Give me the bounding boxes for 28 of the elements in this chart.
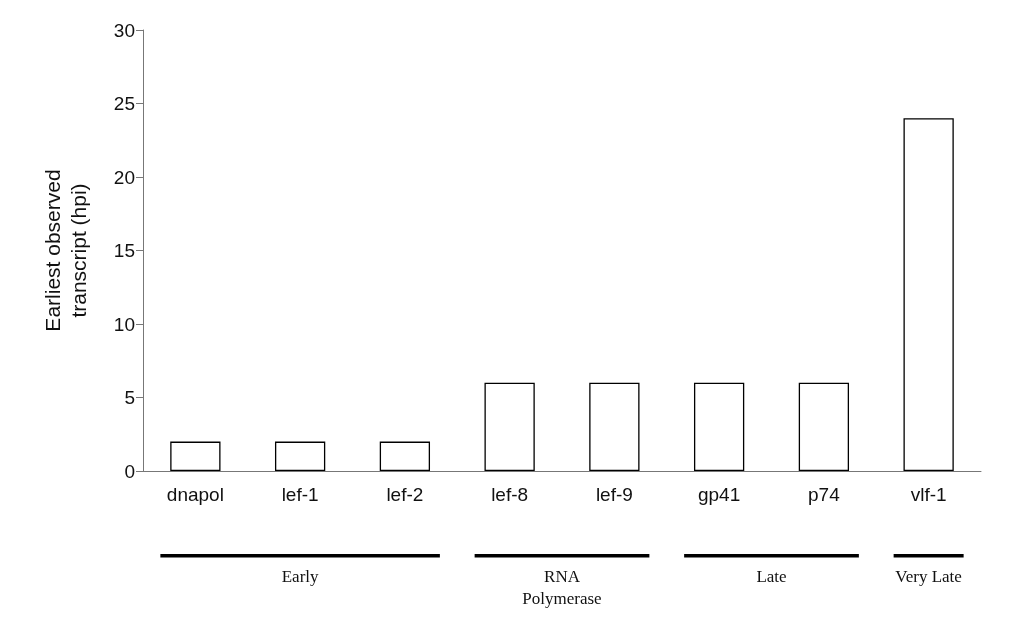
- x-tick-label: gp41: [697, 484, 741, 505]
- bar: [798, 382, 850, 471]
- y-tick-label: 5: [124, 387, 135, 408]
- text: Very Late: [895, 566, 962, 586]
- y-tick-label: 15: [113, 240, 135, 261]
- text: RNA Polymerase: [522, 566, 602, 608]
- y-tick-label: 0: [124, 460, 135, 482]
- x-tick-label: lef-9: [595, 484, 633, 505]
- y-tick-label: 30: [113, 19, 135, 41]
- x-tick-label: lef-2: [386, 484, 424, 505]
- bar: [170, 441, 221, 471]
- bar: [589, 382, 640, 471]
- y-axis-title: Earliest observed transcript (hpi): [40, 169, 90, 332]
- x-tick-label: p74: [808, 484, 841, 505]
- y-tick-label: 25: [113, 93, 135, 114]
- x-tick-label: lef-1: [281, 484, 319, 505]
- y-tick-label: 20: [113, 166, 135, 188]
- bar: [693, 382, 745, 471]
- x-tick-label: lef-8: [491, 484, 529, 505]
- bar: [274, 441, 326, 471]
- bar: [903, 118, 954, 471]
- bar: [379, 441, 431, 471]
- x-tick-label: dnapol: [166, 484, 224, 505]
- x-tick-label: vlf-1: [910, 484, 947, 505]
- y-tick-label: 10: [113, 313, 135, 335]
- text: Late: [756, 566, 787, 586]
- bar: [484, 382, 535, 471]
- text: Early: [281, 566, 320, 586]
